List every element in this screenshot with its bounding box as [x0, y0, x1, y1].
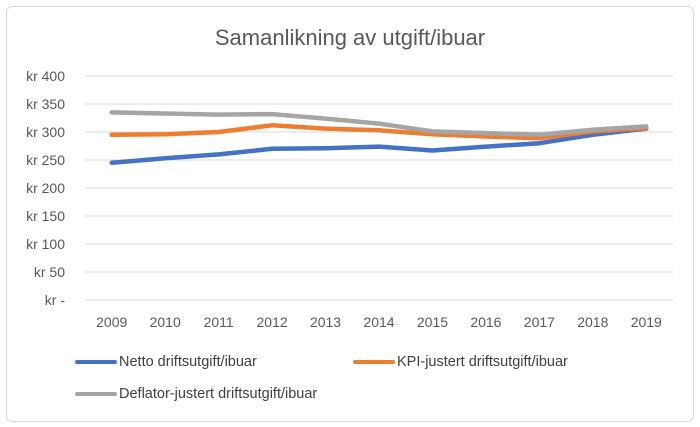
x-axis-label: 2019 — [631, 314, 662, 330]
x-axis-label: 2014 — [363, 314, 394, 330]
y-axis-tick-label: kr 200 — [26, 180, 65, 196]
y-axis: kr - kr 50 kr 100 kr 150 kr 200 kr 250 kr 300 k… — [26, 68, 65, 308]
y-axis-tick-label: kr 150 — [26, 208, 65, 224]
y-axis-tick-label: kr 400 — [26, 68, 65, 84]
plot-area: kr - kr 50 kr 100 kr 150 kr 200 kr 250 kr 300 k… — [26, 68, 673, 330]
y-axis-tick-label: kr - — [45, 292, 66, 308]
x-axis-label: 2018 — [577, 314, 608, 330]
legend-item-deflator: Deflator-justert driftsutgift/ibuar — [75, 383, 353, 405]
series-line-2 — [109, 110, 649, 138]
y-axis-tick-label: kr 350 — [26, 96, 65, 112]
x-axis-label: 2012 — [257, 314, 288, 330]
series-line-1 — [109, 123, 649, 141]
x-axis-label: 2013 — [310, 314, 341, 330]
series-lines — [109, 110, 649, 166]
legend-item-kpi: KPI-justert driftsutgift/ibuar — [353, 351, 645, 373]
x-axis-label: 2011 — [204, 314, 234, 330]
gridlines — [85, 75, 673, 301]
legend-label-deflator: Deflator-justert driftsutgift/ibuar — [119, 386, 318, 402]
legend-label-kpi: KPI-justert driftsutgift/ibuar — [397, 354, 568, 370]
y-axis-tick-label: kr 250 — [26, 152, 65, 168]
x-axis: 2009 2010 2011 2012 2013 2014 2015 2016 2017 2018… — [96, 314, 662, 330]
x-axis-label: 2010 — [150, 314, 181, 330]
y-axis-tick-label: kr 300 — [26, 124, 65, 140]
series-line-0 — [109, 126, 649, 166]
chart-title: Samanlikning av utgift/ibuar — [214, 25, 486, 50]
x-axis-label: 2017 — [524, 314, 555, 330]
y-axis-tick-label: kr 100 — [26, 236, 65, 252]
legend: Netto driftsutgift/ibuar KPI-justert dri… — [75, 351, 645, 405]
x-axis-label: 2015 — [417, 314, 448, 330]
x-axis-label: 2009 — [96, 314, 127, 330]
legend-label-netto: Netto driftsutgift/ibuar — [119, 354, 257, 370]
x-axis-label: 2016 — [470, 314, 501, 330]
legend-swatch-netto-icon — [75, 359, 117, 365]
y-axis-tick-label: kr 50 — [34, 264, 65, 280]
legend-item-netto: Netto driftsutgift/ibuar — [75, 351, 353, 373]
legend-swatch-deflator-icon — [75, 391, 117, 397]
legend-swatch-kpi-icon — [353, 359, 395, 365]
